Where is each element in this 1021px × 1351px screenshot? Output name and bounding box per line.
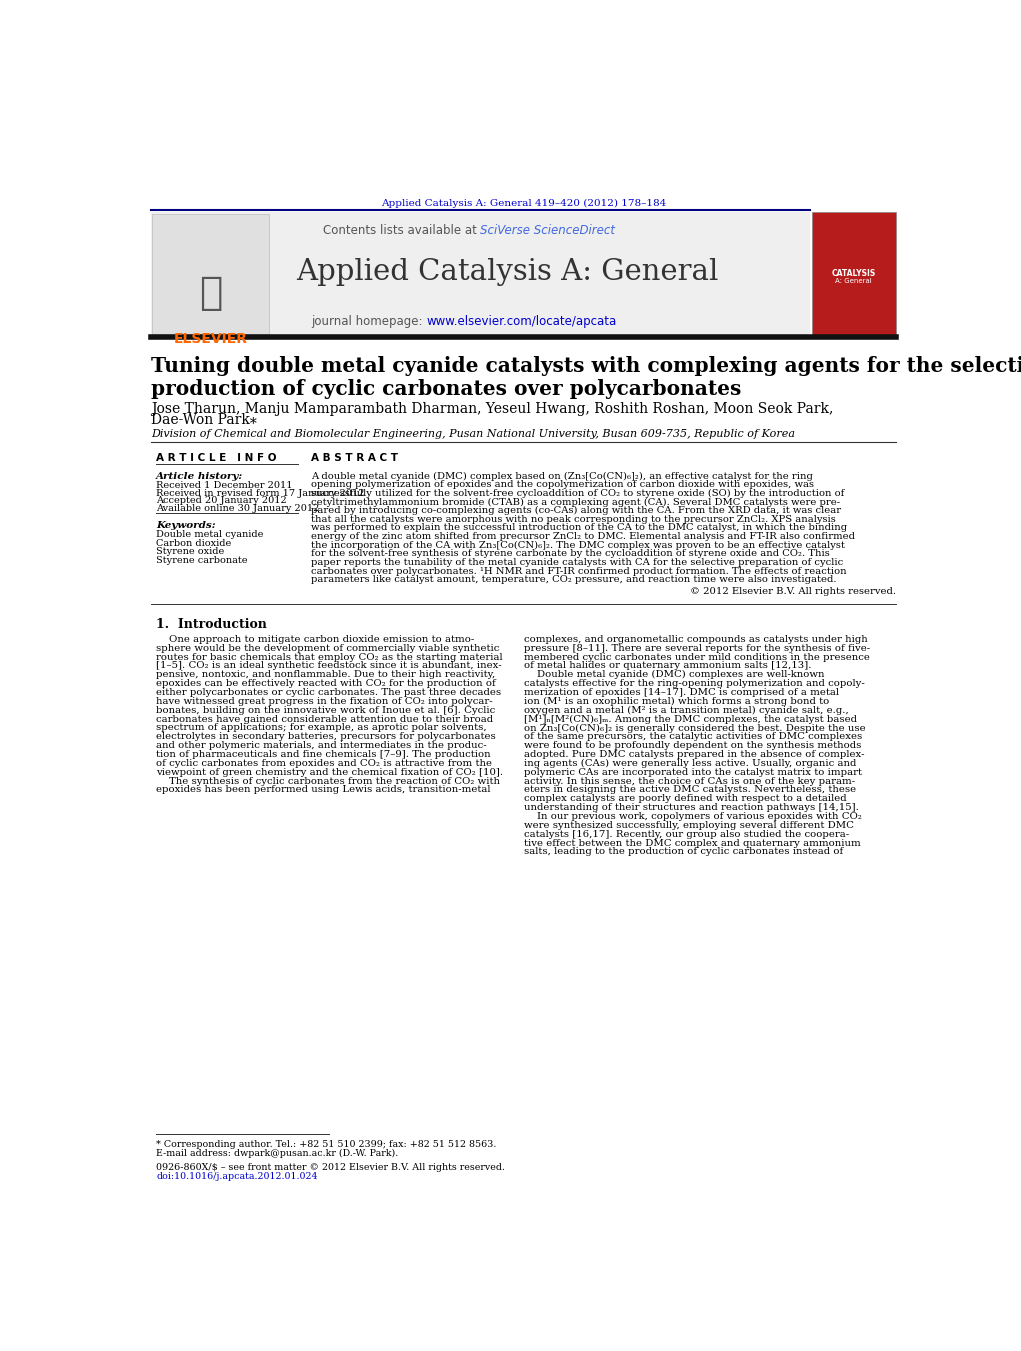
Text: of cyclic carbonates from epoxides and CO₂ is attractive from the: of cyclic carbonates from epoxides and C… [156, 759, 492, 767]
Text: www.elsevier.com/locate/apcata: www.elsevier.com/locate/apcata [426, 315, 617, 327]
Text: were synthesized successfully, employing several different DMC: were synthesized successfully, employing… [524, 821, 854, 830]
Text: SciVerse ScienceDirect: SciVerse ScienceDirect [480, 224, 616, 236]
Text: catalysts effective for the ring-opening polymerization and copoly-: catalysts effective for the ring-opening… [524, 680, 865, 688]
Text: A: General: A: General [835, 278, 872, 285]
Text: doi:10.1016/j.apcata.2012.01.024: doi:10.1016/j.apcata.2012.01.024 [156, 1171, 318, 1181]
Text: viewpoint of green chemistry and the chemical fixation of CO₂ [10].: viewpoint of green chemistry and the che… [156, 767, 503, 777]
Text: electrolytes in secondary batteries, precursors for polycarbonates: electrolytes in secondary batteries, pre… [156, 732, 496, 742]
Text: ing agents (CAs) were generally less active. Usually, organic and: ing agents (CAs) were generally less act… [524, 759, 856, 767]
Text: The synthesis of cyclic carbonates from the reaction of CO₂ with: The synthesis of cyclic carbonates from … [156, 777, 500, 785]
Text: Applied Catalysis A: General 419–420 (2012) 178–184: Applied Catalysis A: General 419–420 (20… [381, 199, 667, 208]
Text: Applied Catalysis A: General: Applied Catalysis A: General [296, 258, 719, 286]
Text: Dae-Won Park⁎: Dae-Won Park⁎ [151, 413, 256, 427]
Text: carbonates have gained considerable attention due to their broad: carbonates have gained considerable atte… [156, 715, 493, 724]
Text: Received in revised form 17 January 2012: Received in revised form 17 January 2012 [156, 489, 364, 497]
Text: either polycarbonates or cyclic carbonates. The past three decades: either polycarbonates or cyclic carbonat… [156, 688, 501, 697]
Text: [1–5]. CO₂ is an ideal synthetic feedstock since it is abundant, inex-: [1–5]. CO₂ is an ideal synthetic feedsto… [156, 662, 502, 670]
Text: merization of epoxides [14–17]. DMC is comprised of a metal: merization of epoxides [14–17]. DMC is c… [524, 688, 838, 697]
Text: successfully utilized for the solvent-free cycloaddition of CO₂ to styrene oxide: successfully utilized for the solvent-fr… [311, 489, 844, 499]
Text: Double metal cyanide: Double metal cyanide [156, 530, 263, 539]
Text: energy of the zinc atom shifted from precursor ZnCl₂ to DMC. Elemental analysis : energy of the zinc atom shifted from pre… [311, 532, 856, 540]
Text: of metal halides or quaternary ammonium salts [12,13].: of metal halides or quaternary ammonium … [524, 662, 811, 670]
Text: paper reports the tunability of the metal cyanide catalysts with CA for the sele: paper reports the tunability of the meta… [311, 558, 843, 567]
Text: journal homepage:: journal homepage: [310, 315, 426, 327]
Text: One approach to mitigate carbon dioxide emission to atmo-: One approach to mitigate carbon dioxide … [156, 635, 475, 644]
Text: © 2012 Elsevier B.V. All rights reserved.: © 2012 Elsevier B.V. All rights reserved… [689, 586, 895, 596]
Text: carbonates over polycarbonates. ¹H NMR and FT-IR confirmed product formation. Th: carbonates over polycarbonates. ¹H NMR a… [311, 566, 847, 576]
Text: Accepted 20 January 2012: Accepted 20 January 2012 [156, 496, 287, 505]
Text: Double metal cyanide (DMC) complexes are well-known: Double metal cyanide (DMC) complexes are… [524, 670, 824, 680]
Text: A R T I C L E   I N F O: A R T I C L E I N F O [156, 453, 277, 463]
Text: Division of Chemical and Biomolecular Engineering, Pusan National University, Bu: Division of Chemical and Biomolecular En… [151, 428, 795, 439]
Text: E-mail address: dwpark@pusan.ac.kr (D.-W. Park).: E-mail address: dwpark@pusan.ac.kr (D.-W… [156, 1148, 398, 1158]
Text: In our previous work, copolymers of various epoxides with CO₂: In our previous work, copolymers of vari… [524, 812, 862, 821]
Text: eters in designing the active DMC catalysts. Nevertheless, these: eters in designing the active DMC cataly… [524, 785, 856, 794]
Text: CATALYSIS: CATALYSIS [832, 269, 876, 278]
Text: catalysts [16,17]. Recently, our group also studied the coopera-: catalysts [16,17]. Recently, our group a… [524, 830, 848, 839]
Text: ELSEVIER: ELSEVIER [174, 331, 247, 346]
Text: oxygen and a metal (M² is a transition metal) cyanide salt, e.g.,: oxygen and a metal (M² is a transition m… [524, 705, 848, 715]
FancyBboxPatch shape [152, 215, 269, 334]
Text: 1.  Introduction: 1. Introduction [156, 617, 268, 631]
Text: A double metal cyanide (DMC) complex based on (Zn₃[Co(CN)₆]₂), an effective cata: A double metal cyanide (DMC) complex bas… [311, 471, 813, 481]
Text: of the same precursors, the catalytic activities of DMC complexes: of the same precursors, the catalytic ac… [524, 732, 862, 742]
Text: Carbon dioxide: Carbon dioxide [156, 539, 232, 547]
Text: Styrene carbonate: Styrene carbonate [156, 555, 248, 565]
Text: salts, leading to the production of cyclic carbonates instead of: salts, leading to the production of cycl… [524, 847, 843, 857]
Text: was performed to explain the successful introduction of the CA to the DMC cataly: was performed to explain the successful … [311, 523, 847, 532]
Text: Received 1 December 2011: Received 1 December 2011 [156, 481, 293, 490]
Text: cetyltrimethylammonium bromide (CTAB) as a complexing agent (CA). Several DMC ca: cetyltrimethylammonium bromide (CTAB) as… [311, 497, 840, 507]
Text: epoxides has been performed using Lewis acids, transition-metal: epoxides has been performed using Lewis … [156, 785, 491, 794]
Text: the incorporation of the CA with Zn₃[Co(CN)₆]₂. The DMC complex was proven to be: the incorporation of the CA with Zn₃[Co(… [311, 540, 845, 550]
Text: [M¹]ₙ[M²(CN)₆]ₘ. Among the DMC complexes, the catalyst based: [M¹]ₙ[M²(CN)₆]ₘ. Among the DMC complexes… [524, 715, 857, 724]
Text: Jose Tharun, Manju Mamparambath Dharman, Yeseul Hwang, Roshith Roshan, Moon Seok: Jose Tharun, Manju Mamparambath Dharman,… [151, 403, 833, 416]
Text: polymeric CAs are incorporated into the catalyst matrix to impart: polymeric CAs are incorporated into the … [524, 767, 862, 777]
Text: A B S T R A C T: A B S T R A C T [311, 453, 398, 463]
Text: activity. In this sense, the choice of CAs is one of the key param-: activity. In this sense, the choice of C… [524, 777, 855, 785]
Text: Article history:: Article history: [156, 471, 244, 481]
Text: bonates, building on the innovative work of Inoue et al. [6]. Cyclic: bonates, building on the innovative work… [156, 705, 495, 715]
Text: complexes, and organometallic compounds as catalysts under high: complexes, and organometallic compounds … [524, 635, 868, 644]
Text: on Zn₃[Co(CN)₆]₂ is generally considered the best. Despite the use: on Zn₃[Co(CN)₆]₂ is generally considered… [524, 723, 865, 732]
Text: * Corresponding author. Tel.: +82 51 510 2399; fax: +82 51 512 8563.: * Corresponding author. Tel.: +82 51 510… [156, 1140, 496, 1148]
Text: pressure [8–11]. There are several reports for the synthesis of five-: pressure [8–11]. There are several repor… [524, 644, 870, 653]
Text: 🌳: 🌳 [199, 274, 223, 312]
FancyBboxPatch shape [151, 212, 811, 335]
Text: Styrene oxide: Styrene oxide [156, 547, 225, 557]
Text: parameters like catalyst amount, temperature, CO₂ pressure, and reaction time we: parameters like catalyst amount, tempera… [311, 576, 837, 584]
Text: membered cyclic carbonates under mild conditions in the presence: membered cyclic carbonates under mild co… [524, 653, 870, 662]
Text: understanding of their structures and reaction pathways [14,15].: understanding of their structures and re… [524, 802, 859, 812]
Text: for the solvent-free synthesis of styrene carbonate by the cycloaddition of styr: for the solvent-free synthesis of styren… [311, 550, 830, 558]
Text: spectrum of applications; for example, as aprotic polar solvents,: spectrum of applications; for example, a… [156, 723, 487, 732]
Text: were found to be profoundly dependent on the synthesis methods: were found to be profoundly dependent on… [524, 742, 861, 750]
Text: Tuning double metal cyanide catalysts with complexing agents for the selective
p: Tuning double metal cyanide catalysts wi… [151, 357, 1021, 400]
FancyBboxPatch shape [812, 212, 895, 335]
Text: tive effect between the DMC complex and quaternary ammonium: tive effect between the DMC complex and … [524, 839, 861, 847]
Text: that all the catalysts were amorphous with no peak corresponding to the precurso: that all the catalysts were amorphous wi… [311, 515, 836, 524]
Text: Available online 30 January 2012: Available online 30 January 2012 [156, 504, 320, 513]
Text: pensive, nontoxic, and nonflammable. Due to their high reactivity,: pensive, nontoxic, and nonflammable. Due… [156, 670, 495, 680]
Text: ion (M¹ is an oxophilic metal) which forms a strong bond to: ion (M¹ is an oxophilic metal) which for… [524, 697, 829, 707]
Text: sphere would be the development of commercially viable synthetic: sphere would be the development of comme… [156, 644, 499, 653]
Text: routes for basic chemicals that employ CO₂ as the starting material: routes for basic chemicals that employ C… [156, 653, 503, 662]
Text: Keywords:: Keywords: [156, 521, 215, 530]
Text: have witnessed great progress in the fixation of CO₂ into polycar-: have witnessed great progress in the fix… [156, 697, 493, 705]
Text: pared by introducing co-complexing agents (co-CAs) along with the CA. From the X: pared by introducing co-complexing agent… [311, 507, 841, 515]
Text: epoxides can be effectively reacted with CO₂ for the production of: epoxides can be effectively reacted with… [156, 680, 496, 688]
Text: adopted. Pure DMC catalysts prepared in the absence of complex-: adopted. Pure DMC catalysts prepared in … [524, 750, 864, 759]
Text: and other polymeric materials, and intermediates in the produc-: and other polymeric materials, and inter… [156, 742, 487, 750]
Text: opening polymerization of epoxides and the copolymerization of carbon dioxide wi: opening polymerization of epoxides and t… [311, 481, 815, 489]
Text: 0926-860X/$ – see front matter © 2012 Elsevier B.V. All rights reserved.: 0926-860X/$ – see front matter © 2012 El… [156, 1163, 505, 1173]
Text: complex catalysts are poorly defined with respect to a detailed: complex catalysts are poorly defined wit… [524, 794, 846, 804]
Text: Contents lists available at: Contents lists available at [323, 224, 480, 236]
Text: tion of pharmaceuticals and fine chemicals [7–9]. The production: tion of pharmaceuticals and fine chemica… [156, 750, 491, 759]
